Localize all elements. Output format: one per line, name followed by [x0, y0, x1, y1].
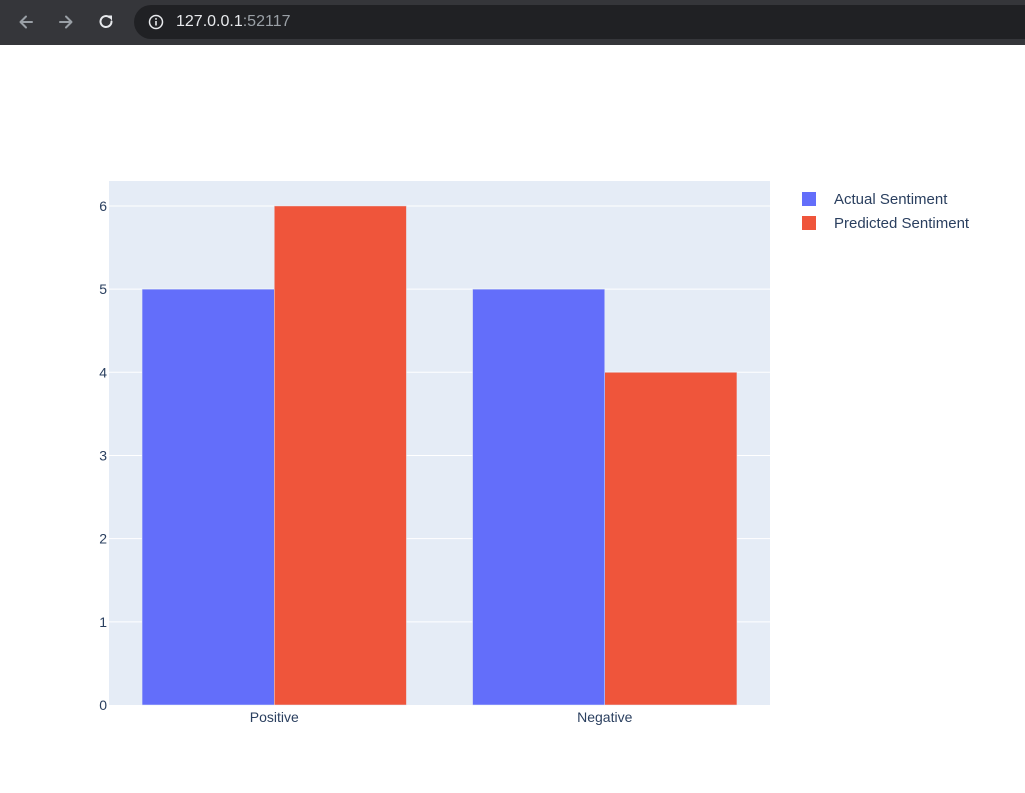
- y-tick-label: 1: [99, 614, 107, 630]
- reload-icon: [99, 15, 113, 28]
- bar-predicted-sentiment-negative[interactable]: [604, 372, 738, 706]
- x-axis-ticks: Positive Negative: [250, 709, 633, 725]
- url-text: 127.0.0.1:52117: [176, 13, 290, 31]
- legend[interactable]: Actual Sentiment Predicted Sentiment: [802, 191, 970, 232]
- url-host: 127.0.0.1: [176, 13, 243, 30]
- y-tick-label: 3: [99, 447, 107, 463]
- bar-actual-sentiment-negative[interactable]: [472, 288, 605, 706]
- arrow-left-icon: [19, 15, 33, 29]
- bars: [141, 205, 738, 706]
- info-icon[interactable]: [147, 13, 165, 31]
- legend-item[interactable]: Actual Sentiment: [802, 191, 948, 208]
- y-tick-label: 0: [99, 697, 107, 713]
- y-tick-label: 2: [99, 531, 107, 547]
- x-tick-label: Negative: [577, 709, 632, 725]
- x-tick-label: Positive: [250, 709, 299, 725]
- address-bar[interactable]: 127.0.0.1:52117: [134, 5, 1025, 39]
- chart-area: 0 1 2 3 4 5 6 Positive Negative Actual Sentimen…: [0, 45, 1025, 788]
- browser-toolbar: 127.0.0.1:52117: [0, 0, 1025, 45]
- y-axis-ticks: 0 1 2 3 4 5 6: [99, 198, 107, 713]
- legend-swatch: [802, 192, 816, 206]
- sentiment-bar-chart: 0 1 2 3 4 5 6 Positive Negative Actual Sentimen…: [99, 181, 970, 725]
- bar-actual-sentiment-positive[interactable]: [141, 288, 275, 706]
- back-button[interactable]: [12, 8, 40, 36]
- legend-label: Predicted Sentiment: [834, 215, 970, 232]
- forward-button[interactable]: [52, 8, 80, 36]
- url-port: :52117: [242, 13, 291, 30]
- reload-button[interactable]: [92, 8, 120, 36]
- bar-predicted-sentiment-positive[interactable]: [274, 205, 407, 706]
- y-tick-label: 6: [99, 198, 107, 214]
- legend-item[interactable]: Predicted Sentiment: [802, 215, 970, 232]
- legend-label: Actual Sentiment: [834, 191, 948, 208]
- arrow-right-icon: [59, 15, 73, 29]
- y-tick-label: 4: [99, 364, 107, 380]
- legend-swatch: [802, 216, 816, 230]
- y-tick-label: 5: [99, 281, 107, 297]
